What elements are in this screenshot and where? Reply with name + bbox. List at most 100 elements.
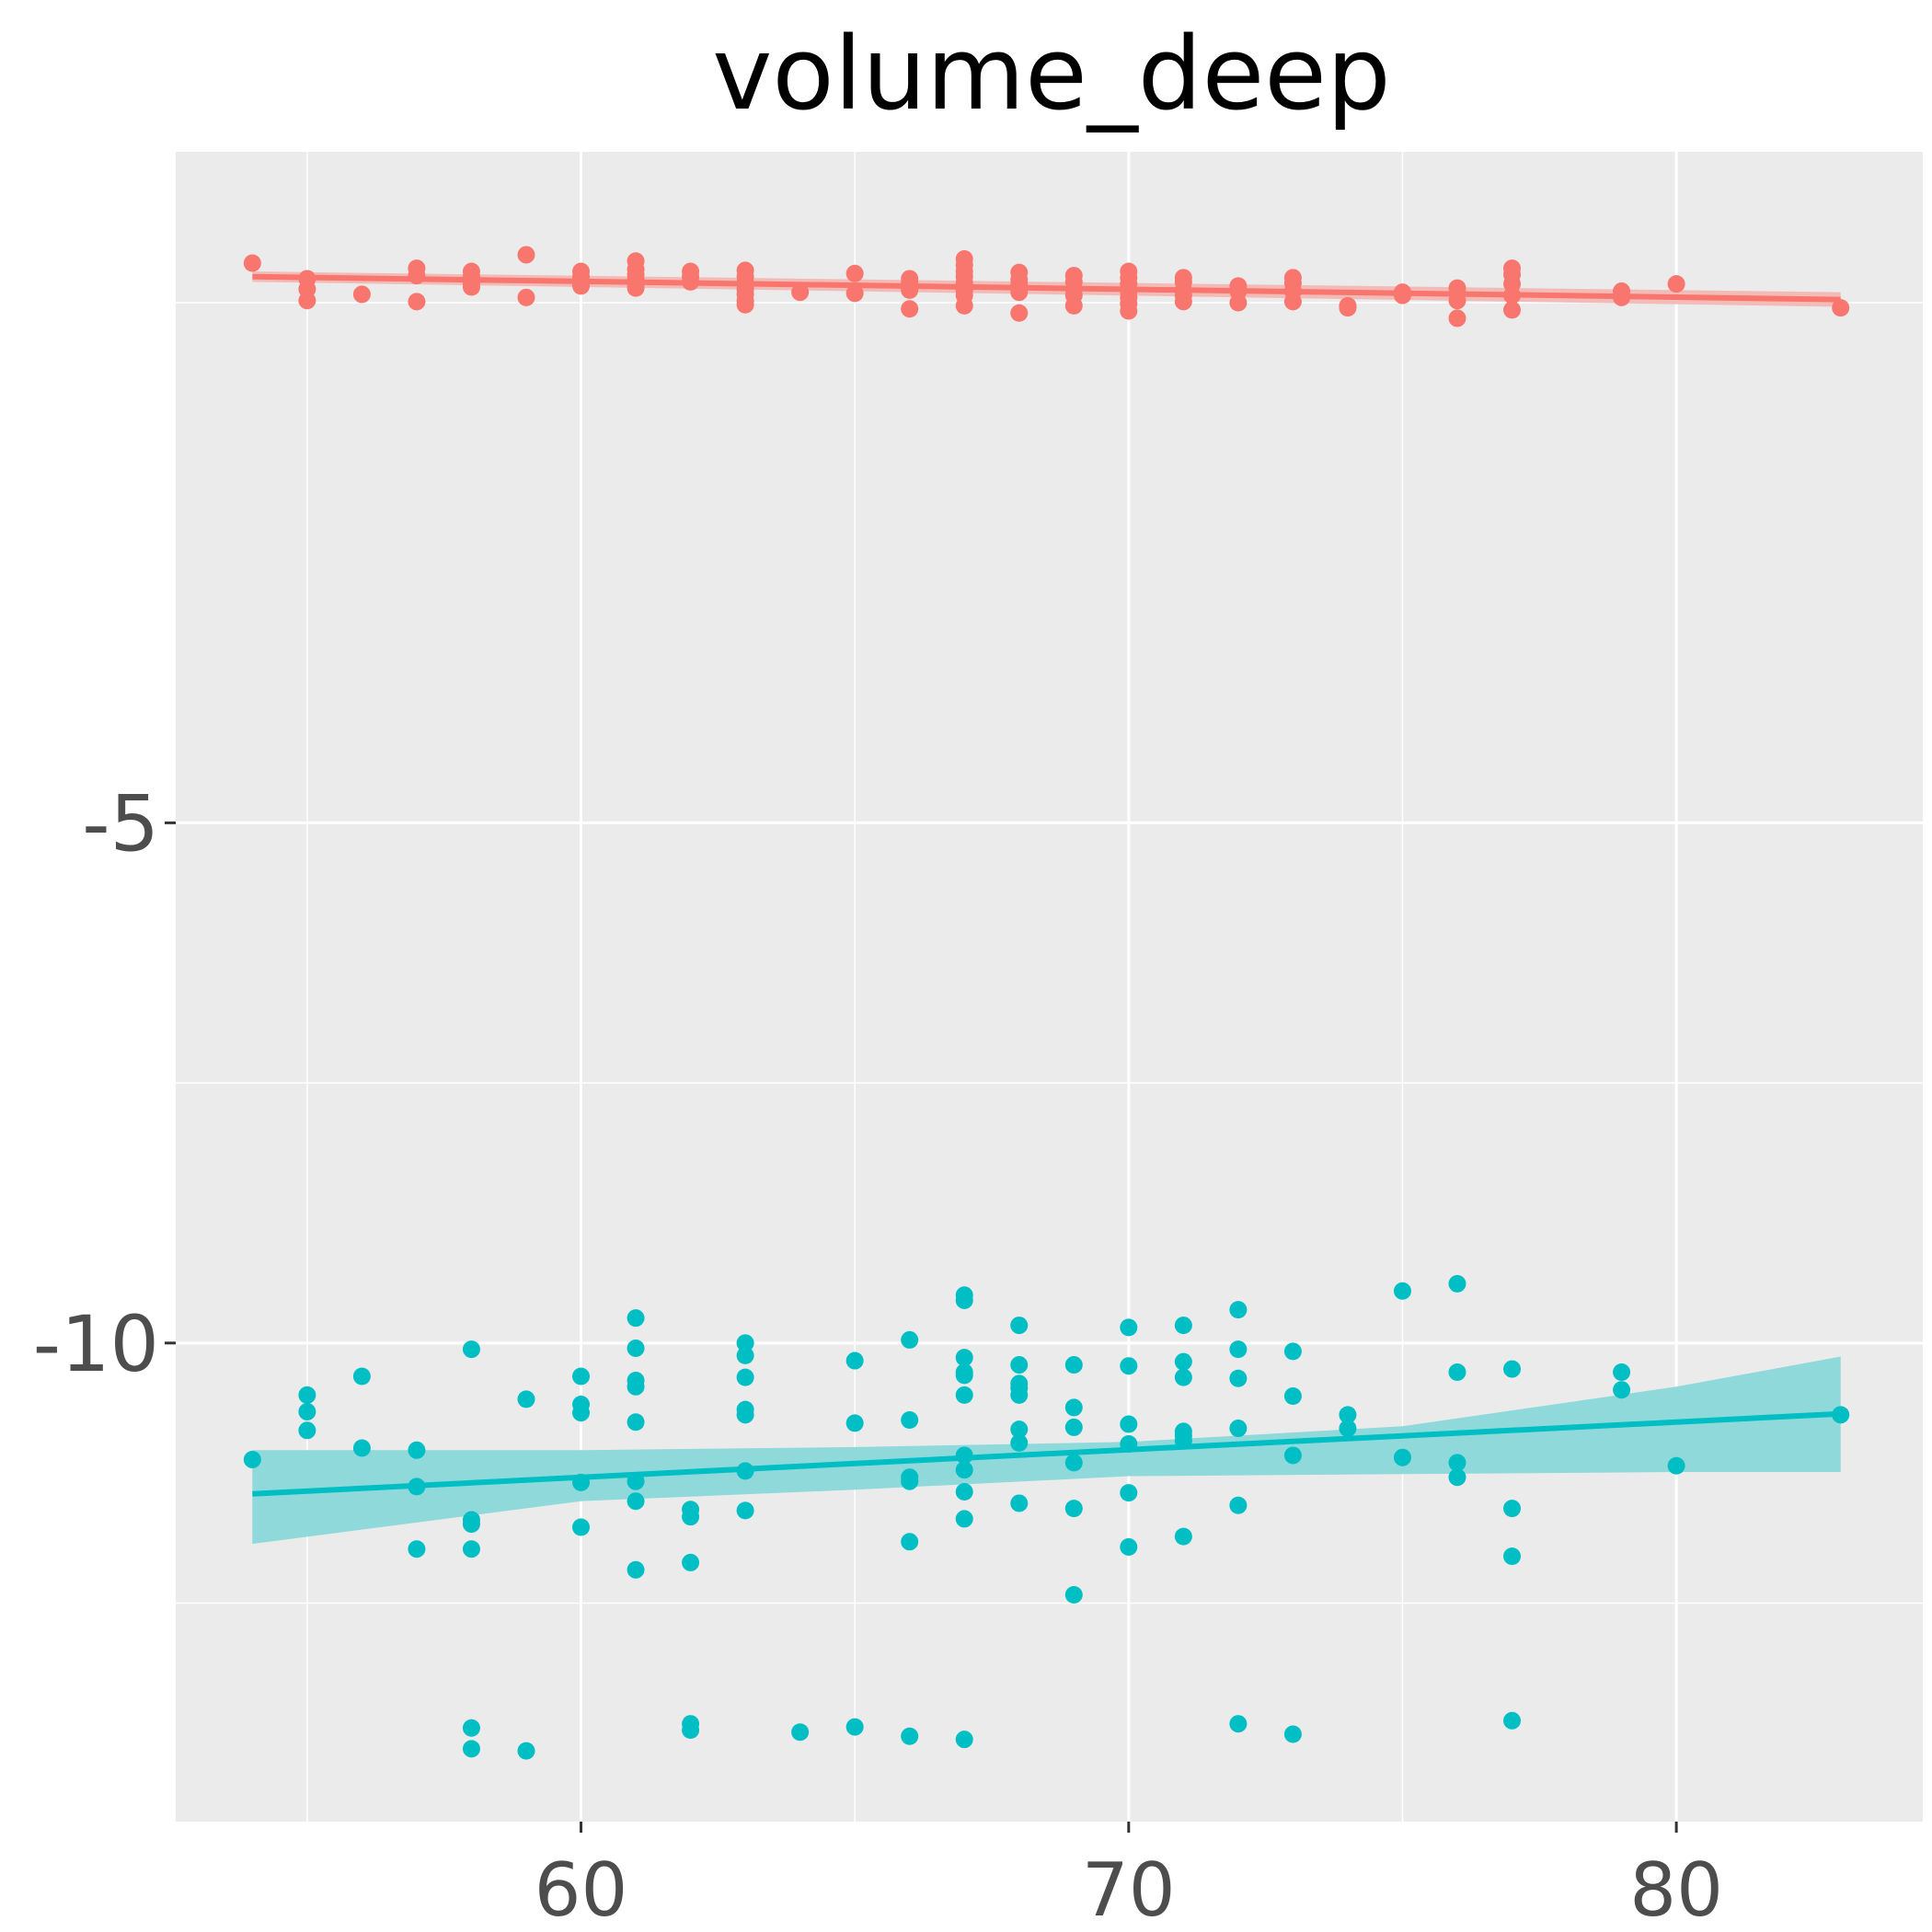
data-point [298,292,316,310]
data-point [627,279,645,297]
data-point [682,272,700,291]
data-point [791,1723,810,1742]
data-point [955,1731,973,1749]
data-point [845,1718,864,1736]
data-point [845,1414,864,1432]
data-point [408,267,426,285]
data-point [572,277,591,295]
data-point [901,300,919,318]
data-point [462,1540,480,1558]
data-point [1120,1537,1138,1556]
data-point [1448,1363,1466,1381]
data-point [1010,1356,1029,1374]
data-point [901,281,919,299]
data-point [408,1540,426,1558]
data-point [352,1439,371,1457]
data-point [462,1340,480,1359]
data-point [1283,1725,1302,1743]
fit-line [252,1410,1841,1497]
data-point [1010,1433,1029,1452]
data-point [1229,1369,1248,1387]
data-point [517,288,535,306]
data-point [243,1450,261,1468]
data-point [1174,1352,1192,1371]
data-point [955,1349,973,1367]
data-point [298,1386,316,1404]
data-point [517,246,535,264]
data-point [1010,1386,1029,1404]
data-point [1283,1386,1302,1405]
data-points [243,246,1850,1760]
data-point [682,1508,700,1526]
data-point [1120,1318,1138,1337]
data-point [736,1406,754,1424]
data-point [572,1404,591,1422]
data-point [955,1366,973,1385]
data-point [1064,296,1083,315]
data-point [955,1446,973,1465]
data-point [1229,1496,1248,1514]
grid-lines [176,152,1923,1822]
data-point [627,1413,645,1432]
data-point [1229,293,1248,312]
data-point [1064,1398,1083,1417]
data-point [1120,1415,1138,1433]
data-point [845,1351,864,1370]
data-point [1667,275,1685,293]
data-point [1064,1356,1083,1374]
data-point [1174,293,1192,311]
data-point [845,264,864,282]
y-tick-label: -10 [33,1299,159,1389]
data-point [1339,1406,1357,1424]
data-point [1010,1317,1029,1335]
data-point [1120,1484,1138,1502]
data-point [1393,286,1411,305]
data-point [1064,1500,1083,1518]
data-point [1667,1456,1685,1475]
data-point [901,1472,919,1490]
data-point [901,1727,919,1745]
data-point [1174,1368,1192,1386]
axes: 60 70 80 -5 -10 [33,778,1723,1932]
data-point [1120,302,1138,320]
data-point [1448,1468,1466,1487]
data-point [627,1472,645,1490]
data-point [352,1367,371,1386]
data-point [627,1309,645,1328]
y-tick-label: -5 [82,778,159,868]
data-point [298,1402,316,1420]
data-point [517,1390,535,1409]
data-point [682,1720,700,1739]
x-tick-label: 80 [1629,1847,1723,1932]
data-point [1613,1363,1631,1381]
data-point [1120,1357,1138,1375]
data-point [627,1377,645,1396]
data-point [1229,1340,1248,1359]
data-point [1283,1342,1302,1361]
data-point [1613,288,1631,306]
plot-panel [176,152,1923,1822]
data-point [1832,299,1850,317]
data-point [955,1461,973,1479]
data-point [736,295,754,314]
data-point [1283,293,1302,311]
data-point [955,296,973,315]
data-point [1174,1527,1192,1546]
data-point [1393,1448,1411,1466]
fit-line [252,273,1841,303]
data-point [736,1334,754,1352]
x-tick-label: 60 [535,1847,628,1932]
data-point [1229,1301,1248,1319]
data-point [462,1515,480,1534]
data-point [1503,301,1522,319]
data-point [736,1368,754,1386]
data-point [462,1740,480,1758]
data-point [1010,1420,1029,1439]
data-point [1503,1547,1522,1566]
data-point [1064,1418,1083,1436]
data-point [736,1462,754,1480]
data-point [572,1518,591,1536]
data-point [1503,286,1522,305]
data-point [298,1421,316,1440]
data-point [1503,1500,1522,1518]
